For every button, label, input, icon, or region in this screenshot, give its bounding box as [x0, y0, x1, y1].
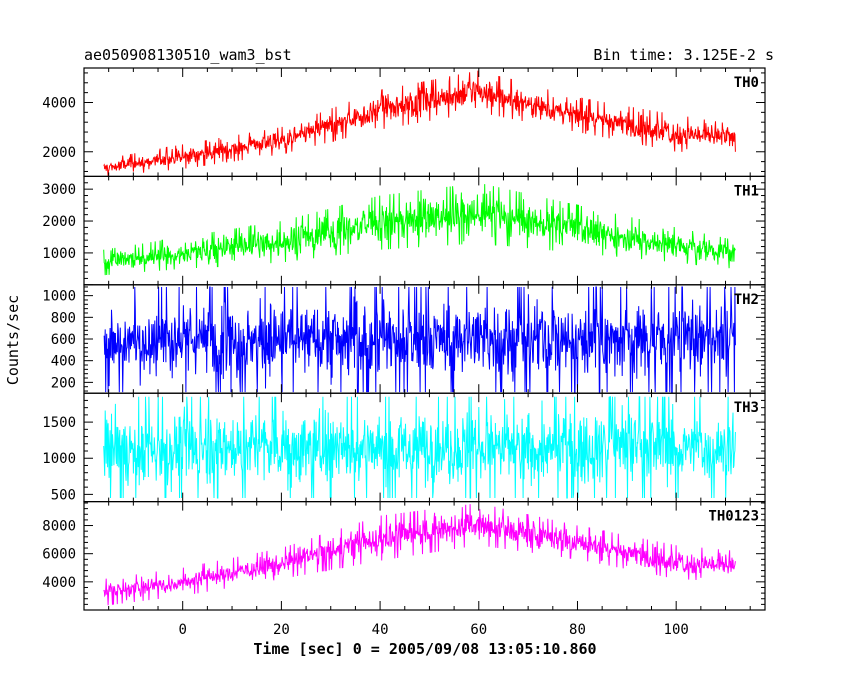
y-tick-label: 400	[51, 354, 76, 370]
series-line-th0123	[103, 504, 736, 606]
y-tick-label: 1000	[42, 451, 76, 467]
y-tick-label: 1000	[42, 289, 76, 305]
y-tick-label: 2000	[42, 145, 76, 161]
series-line-th3	[103, 396, 736, 499]
y-axis-label: Counts/sec	[4, 295, 22, 385]
y-tick-label: 4000	[42, 575, 76, 591]
panel-th2: 200 400 600 800 1000 TH2	[42, 284, 766, 394]
y-tick-label: 3000	[42, 182, 76, 198]
panel-label-th1: TH1	[734, 183, 759, 199]
x-tick-label: 0	[178, 622, 186, 638]
y-tick-label: 8000	[42, 519, 76, 535]
series-line-th2	[103, 286, 736, 393]
panel-th0: 2000 4000 TH0	[42, 67, 766, 178]
y-tick-label: 800	[51, 310, 76, 326]
x-tick-label: 20	[273, 622, 290, 638]
y-tick-label: 500	[51, 487, 76, 503]
panel-th0123: 4000 6000 8000 TH0123	[42, 501, 766, 611]
panel-label-th3: TH3	[734, 400, 759, 416]
x-tick-label: 80	[569, 622, 586, 638]
panel-frame-th0123	[83, 501, 766, 611]
chart-title: ae050908130510_wam3_bst	[84, 46, 292, 64]
x-tick-label: 100	[664, 622, 689, 638]
y-tick-label: 200	[51, 375, 76, 391]
series-line-th1	[103, 184, 736, 276]
panel-label-th2: TH2	[734, 292, 759, 308]
panel-label-th0123: TH0123	[708, 509, 759, 525]
y-tick-label: 4000	[42, 95, 76, 111]
x-tick-label: 40	[372, 622, 389, 638]
y-tick-label: 2000	[42, 214, 76, 230]
panel-th3: 500 1000 1500 TH3	[42, 392, 766, 503]
series-line-th0	[103, 70, 736, 177]
y-tick-label: 600	[51, 332, 76, 348]
panel-th1: 1000 2000 3000 TH1	[42, 175, 766, 286]
panel-label-th0: TH0	[734, 75, 759, 91]
y-tick-label: 1000	[42, 246, 76, 262]
y-tick-label: 1500	[42, 415, 76, 431]
bin-time-label: Bin time: 3.125E-2 s	[593, 46, 774, 64]
y-tick-label: 6000	[42, 547, 76, 563]
x-tick-label: 60	[470, 622, 487, 638]
x-axis-label: Time [sec] 0 = 2005/09/08 13:05:10.860	[253, 640, 596, 658]
